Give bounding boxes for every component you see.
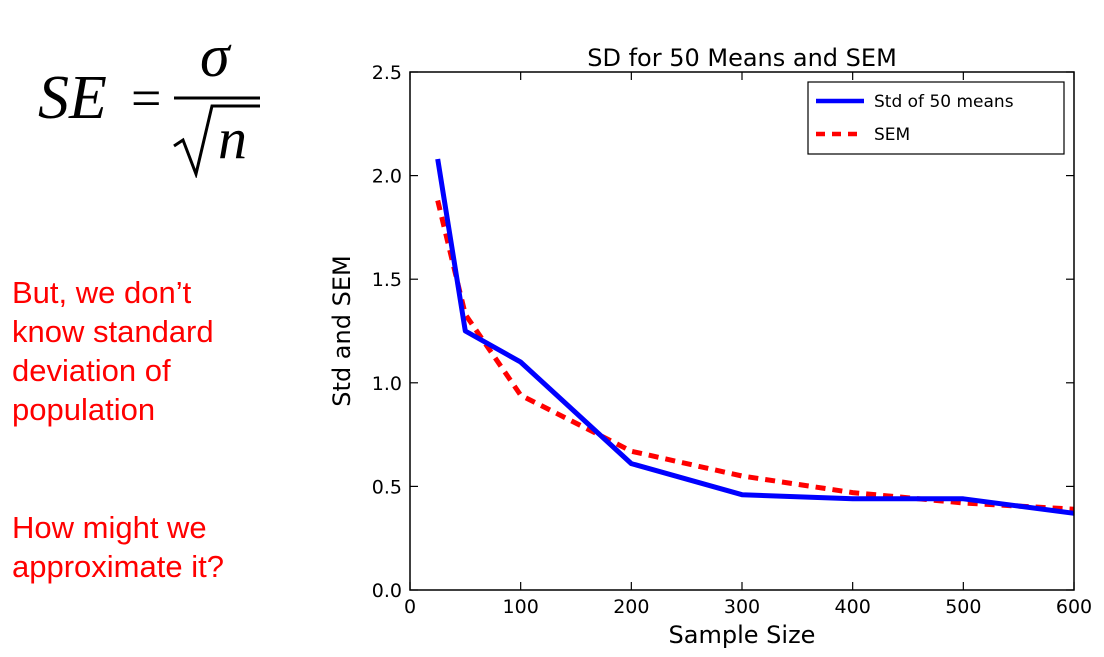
legend-box: [807, 81, 1065, 155]
x-tick-label: 300: [724, 596, 760, 618]
note-line: But, we don’t: [12, 275, 192, 310]
x-tick-label: 500: [945, 596, 981, 618]
standard-error-formula: SE = σ n: [38, 28, 260, 178]
formula-equals: =: [131, 68, 161, 128]
formula-lhs: SE: [38, 64, 107, 132]
y-tick-label: 1.5: [372, 269, 402, 291]
legend: Std of 50 means SEM: [807, 81, 1065, 155]
series-line-std-of-50-means: [435, 158, 1075, 516]
formula-radicand: n: [218, 106, 247, 171]
y-tick-label: 0.0: [372, 580, 402, 602]
x-axis: 0 100 200 300 400 500 600: [404, 72, 1092, 618]
population-note: But, we don’t know standard deviation of…: [12, 273, 312, 429]
question-line: How might we: [12, 510, 207, 545]
x-tick-label: 600: [1056, 596, 1092, 618]
approximation-question: How might we approximate it?: [12, 508, 312, 586]
y-tick-label: 1.0: [372, 373, 402, 395]
y-axis-label: Std and SEM: [328, 255, 356, 406]
x-tick-label: 400: [835, 596, 871, 618]
square-root-sign: [173, 104, 260, 178]
x-axis-label: Sample Size: [669, 621, 816, 649]
note-line: population: [12, 392, 156, 427]
plot-lines: [435, 158, 1075, 516]
x-tick-label: 100: [503, 596, 539, 618]
legend-label-sem: SEM: [874, 125, 910, 145]
note-line: deviation of: [12, 353, 171, 388]
x-tick-label: 0: [404, 596, 416, 618]
note-line: know standard: [12, 314, 214, 349]
series-line-sem: [435, 199, 1075, 512]
y-tick-label: 0.5: [372, 476, 402, 498]
y-tick-label: 2.5: [372, 62, 402, 84]
question-line: approximate it?: [12, 549, 224, 584]
x-tick-label: 200: [613, 596, 649, 618]
y-tick-label: 2.0: [372, 166, 402, 188]
formula-numerator: σ: [200, 28, 232, 89]
y-axis: 0.0 0.5 1.0 1.5 2.0 2.5: [372, 62, 1074, 602]
legend-label-std-of-50-means: Std of 50 means: [874, 92, 1014, 112]
chart-title: SD for 50 Means and SEM: [587, 44, 897, 72]
